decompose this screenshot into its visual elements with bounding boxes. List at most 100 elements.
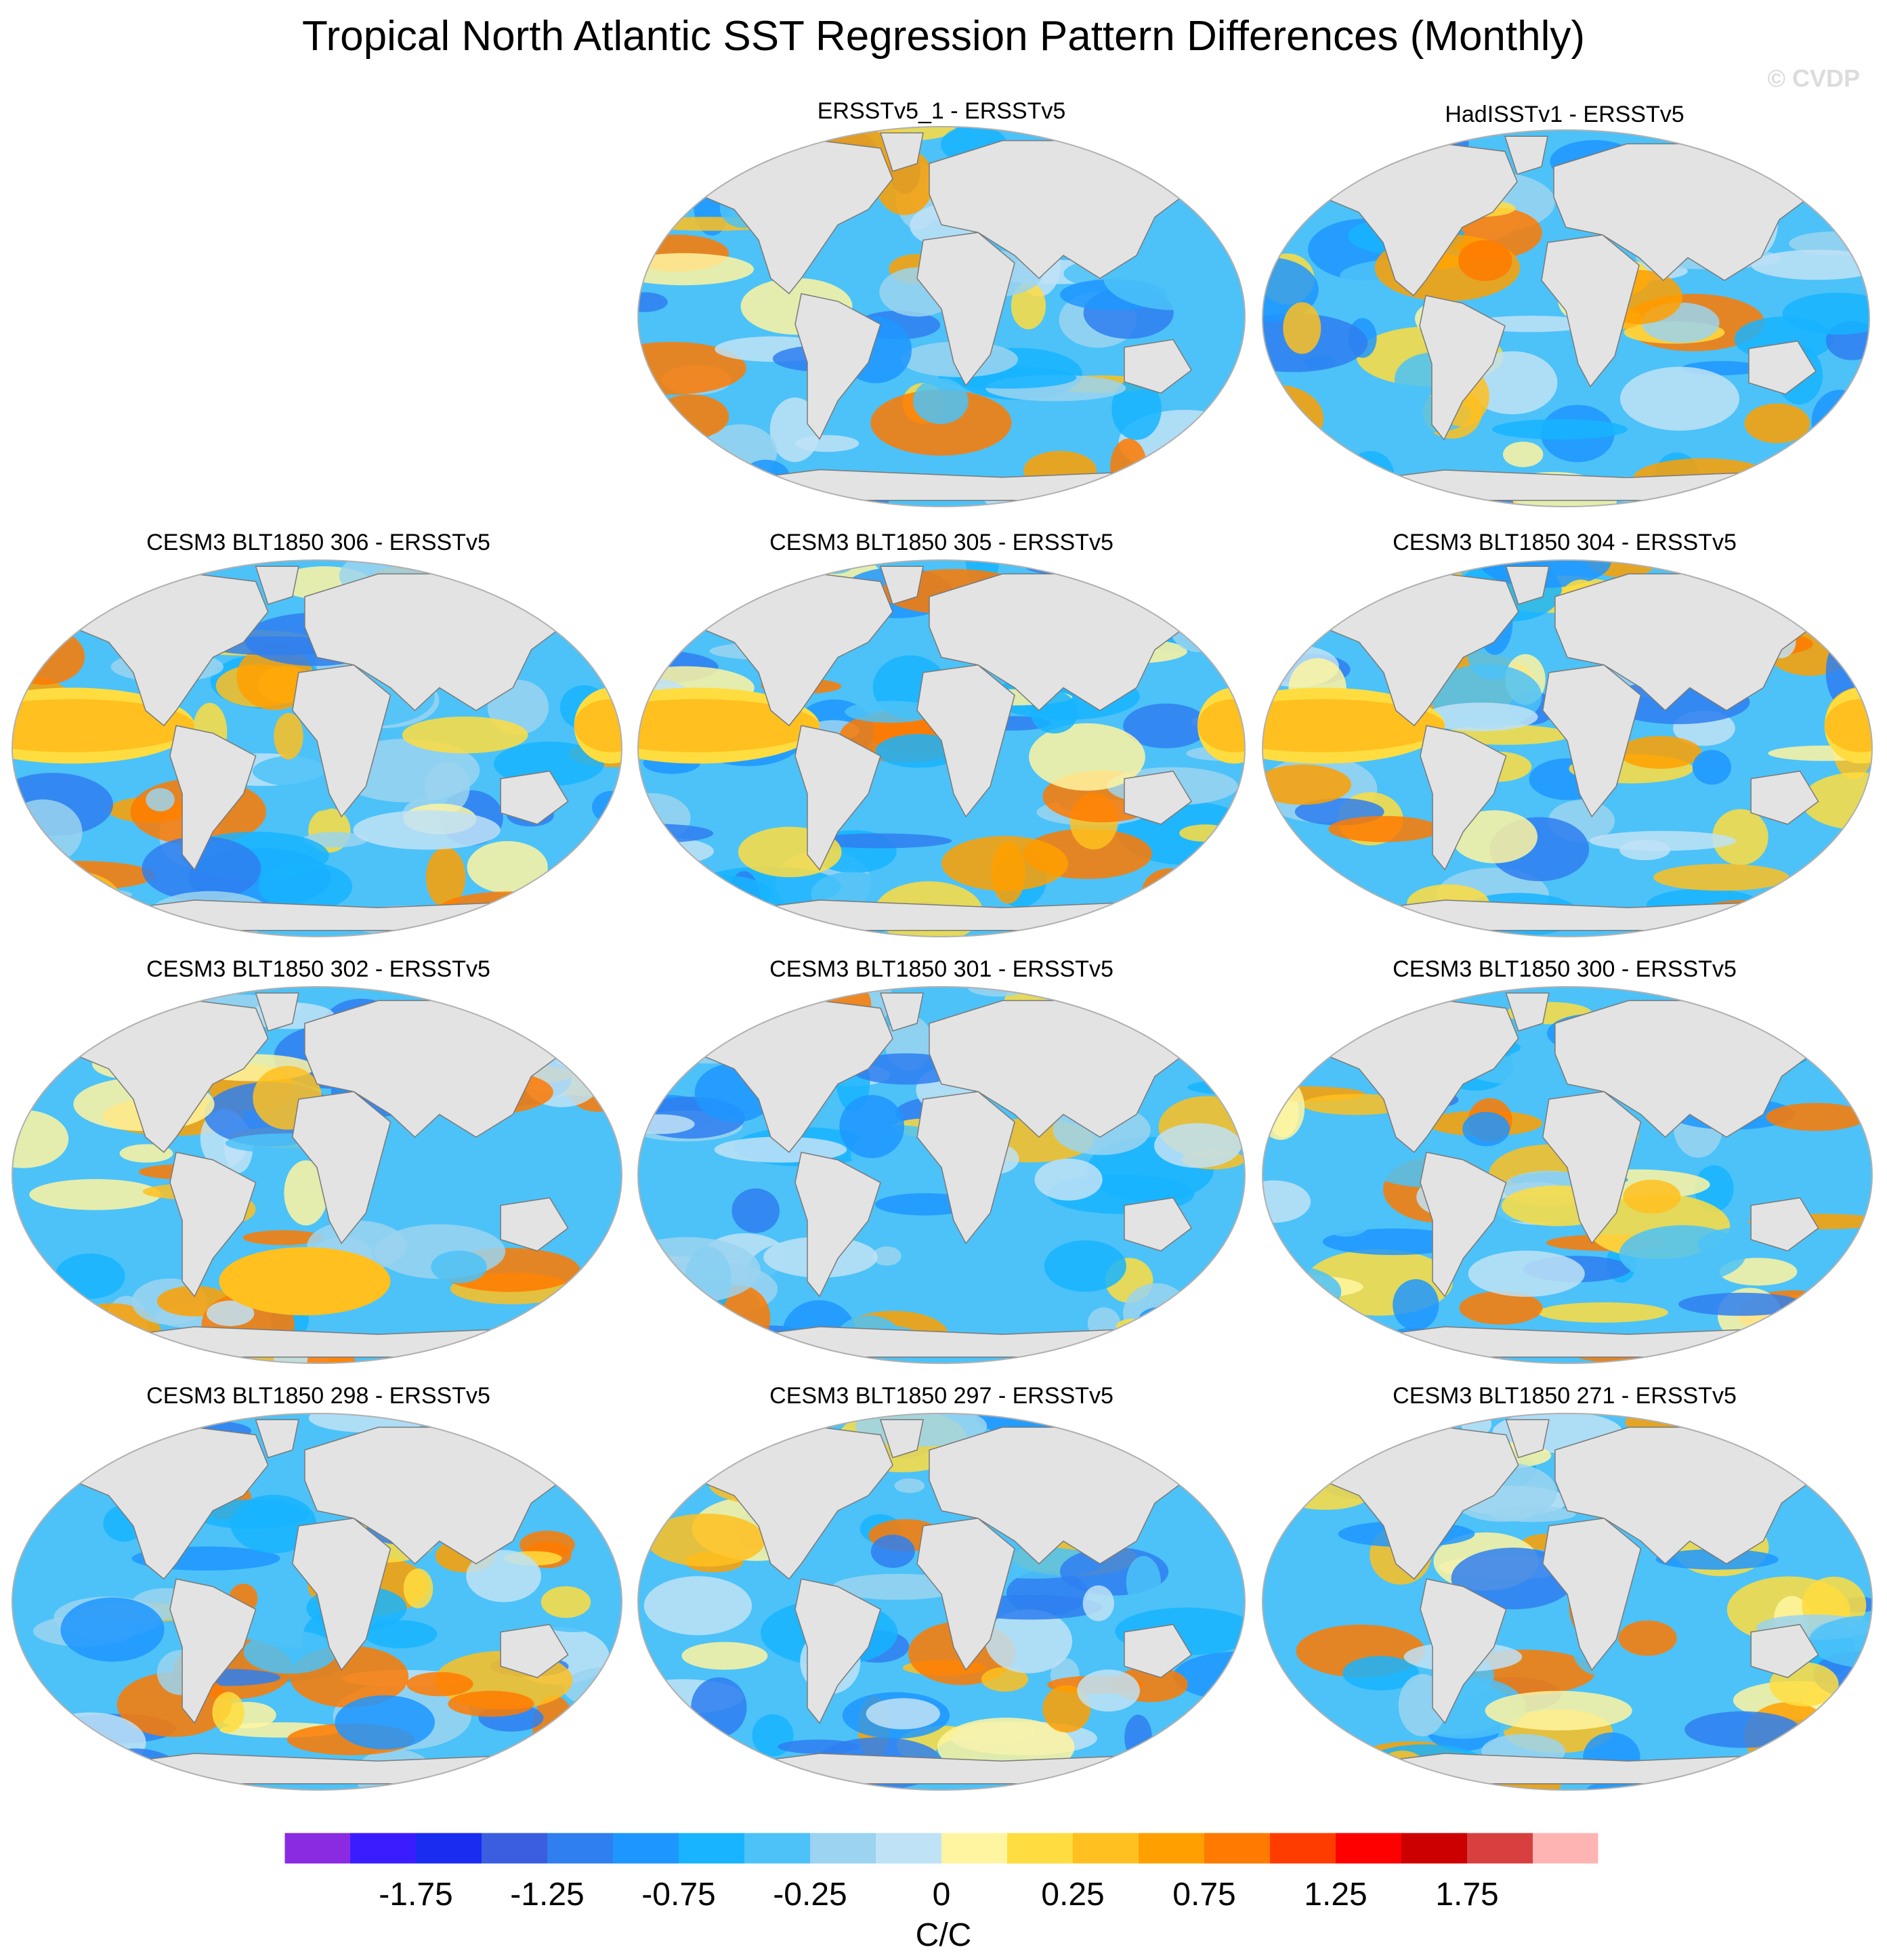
anomaly-patch (1034, 1158, 1103, 1201)
colorbar-swatch (1467, 1833, 1533, 1864)
anomaly-patch (1458, 240, 1512, 281)
anomaly-patch (29, 1178, 161, 1210)
anomaly-patch (1784, 916, 1842, 937)
panel-title: CESM3 BLT1850 298 - ERSSTv5 (146, 1383, 490, 1409)
anomaly-patch (1138, 137, 1216, 178)
land-mass (1124, 1197, 1192, 1252)
anomaly-patch (1263, 1669, 1288, 1723)
panel-title: CESM3 BLT1850 271 - ERSSTv5 (1393, 1383, 1737, 1409)
anomaly-patch (643, 1576, 752, 1636)
anomaly-patch (985, 1609, 1073, 1674)
anomaly-patch (12, 902, 39, 920)
colorbar-tick-label: -1.25 (510, 1877, 585, 1913)
anomaly-patch (1179, 824, 1232, 842)
anomaly-patch (1076, 906, 1163, 937)
land-mass (500, 1197, 569, 1252)
land-mass (255, 1419, 299, 1459)
panel-map (1262, 129, 1870, 507)
anomaly-patch (655, 1413, 745, 1460)
colorbar-tick-label: -1.75 (379, 1877, 453, 1913)
anomaly-patch (63, 1314, 120, 1329)
enso-warm-tongue (638, 699, 820, 752)
anomaly-patch (1170, 878, 1223, 906)
colorbar-swatch (613, 1833, 679, 1864)
map-border (637, 1413, 1246, 1791)
anomaly-patch (1745, 472, 1785, 507)
anomaly-patch (467, 840, 548, 893)
anomaly-patch (1653, 864, 1789, 891)
panel-map (1262, 559, 1873, 937)
anomaly-patch (518, 1418, 567, 1447)
anomaly-patch (12, 887, 133, 902)
land-mass (1750, 1197, 1819, 1252)
anomaly-patch (1283, 302, 1321, 354)
land-mass (1504, 135, 1548, 175)
anomaly-patch (1141, 868, 1198, 917)
land-mass (696, 1426, 893, 1580)
anomaly-patch (402, 717, 528, 754)
enso-warm-tongue (574, 699, 622, 752)
anomaly-patch (50, 1749, 137, 1778)
anomaly-patch (1103, 243, 1245, 311)
panel-map (637, 986, 1246, 1364)
anomaly-patch (808, 833, 952, 849)
anomaly-patch (1168, 871, 1227, 913)
map-border (1262, 1413, 1873, 1791)
anomaly-patch (1803, 580, 1872, 610)
land-mass (647, 899, 1236, 931)
colorbar-swatch (941, 1833, 1008, 1864)
panel-title: CESM3 BLT1850 301 - ERSSTv5 (769, 956, 1114, 982)
land-mass (1542, 1518, 1642, 1671)
panel-map (637, 1413, 1246, 1791)
anomaly-patch (536, 1757, 615, 1790)
map-border (1262, 129, 1870, 507)
land-mass (1505, 992, 1550, 1032)
land-mass (1748, 340, 1817, 395)
anomaly-patch (1149, 1490, 1193, 1530)
anomaly-patch (12, 1109, 69, 1168)
land-mass (879, 1419, 924, 1459)
figure-title: Tropical North Atlantic SST Regression P… (301, 13, 1586, 60)
anomaly-patch (1124, 457, 1245, 507)
anomaly-patch (1451, 810, 1538, 864)
land-mass (879, 132, 924, 172)
anomaly-patch (654, 394, 729, 439)
anomaly-patch (778, 1739, 860, 1754)
panel-title: CESM3 BLT1850 304 - ERSSTv5 (1393, 530, 1737, 555)
anomaly-patch (466, 1550, 541, 1602)
anomaly-patch (1299, 1769, 1397, 1790)
anomaly-patch (555, 1006, 612, 1035)
land-mass (21, 899, 613, 931)
anomaly-patch (1143, 560, 1207, 583)
anomaly-patch (1082, 1585, 1114, 1621)
anomaly-patch (1263, 1180, 1311, 1223)
anomaly-patch (1278, 874, 1341, 937)
land-mass (169, 1151, 257, 1298)
anomaly-patch (1322, 1228, 1466, 1256)
anomaly-patch (1273, 1049, 1303, 1085)
anomaly-patch (1042, 1685, 1091, 1733)
land-mass (255, 992, 299, 1032)
land-mass (21, 1753, 613, 1785)
anomaly-patch (872, 1246, 902, 1266)
colorbar-swatch (1270, 1833, 1336, 1864)
land-mass (916, 1518, 1015, 1671)
panel-map (12, 559, 622, 937)
anomaly-patch (54, 560, 96, 596)
colorbar-swatch (1139, 1833, 1205, 1864)
land-mass (916, 1091, 1015, 1245)
anomaly-patch (55, 1253, 125, 1299)
anomaly-patch (1789, 988, 1825, 1005)
anomaly-patch (274, 712, 303, 760)
panel-map (637, 559, 1246, 937)
anomaly-patch (681, 1642, 768, 1670)
anomaly-patch (1738, 1320, 1871, 1357)
colorbar-tick-label: -0.25 (773, 1877, 847, 1913)
anomaly-patch (1168, 174, 1244, 191)
anomaly-patch (1393, 1279, 1439, 1331)
anomaly-patch (1086, 127, 1144, 144)
anomaly-patch (941, 836, 1068, 891)
anomaly-patch (1263, 1076, 1305, 1141)
anomaly-patch (1750, 1145, 1782, 1168)
anomaly-patch (638, 848, 661, 883)
